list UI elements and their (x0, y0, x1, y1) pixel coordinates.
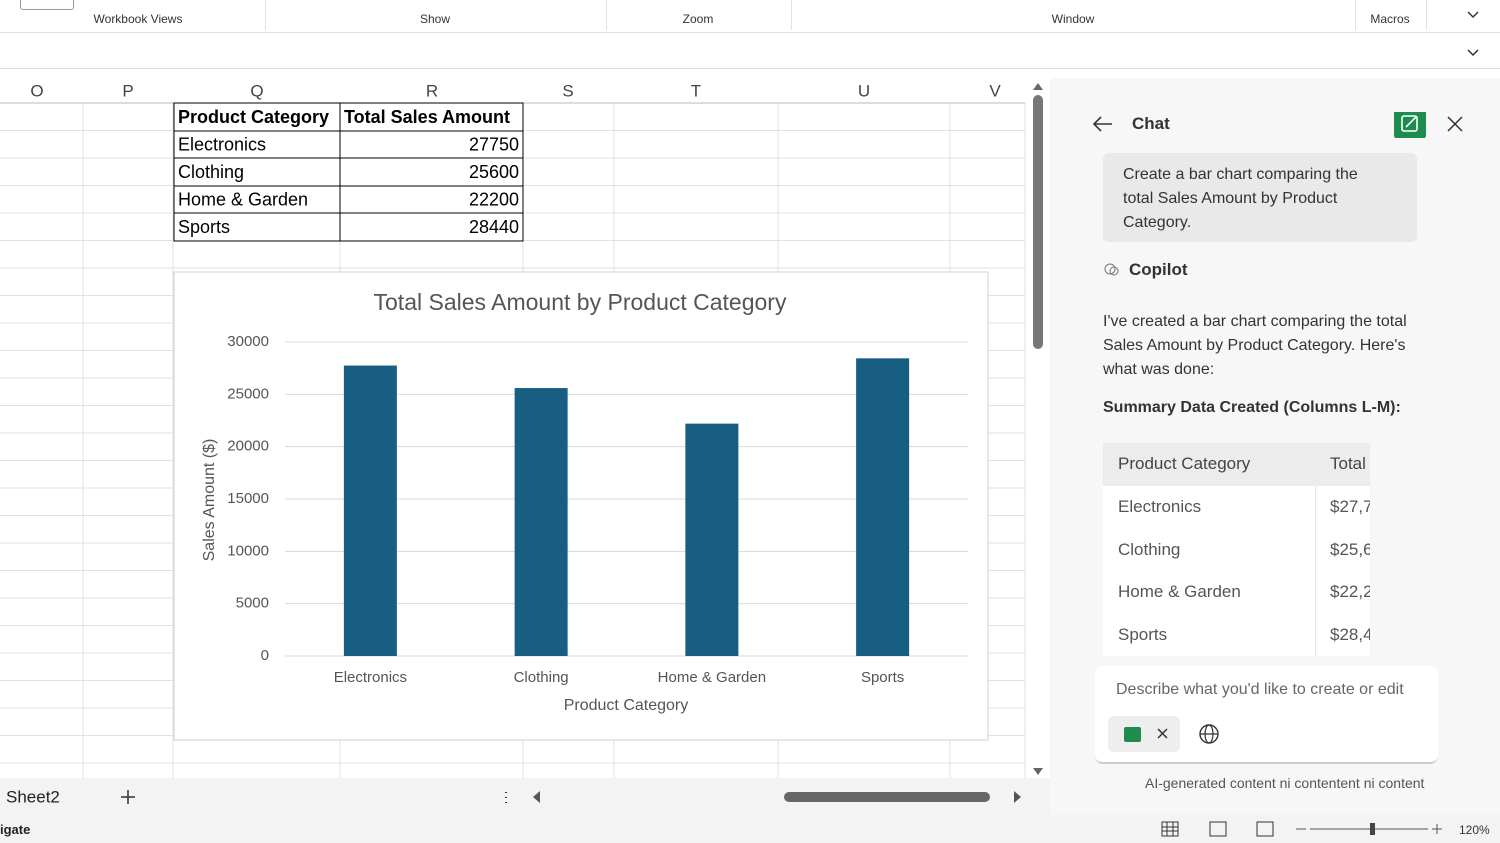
table-value: 22200 (469, 189, 519, 209)
attachment-chip (1108, 716, 1180, 752)
table-value: 27750 (469, 134, 519, 154)
bar (515, 388, 568, 656)
input-placeholder: Describe what you'd like to create or ed… (1116, 678, 1404, 702)
y-axis-title: Sales Amount ($) (201, 439, 218, 562)
column-header: V (989, 81, 1001, 100)
table-value: 28440 (469, 217, 519, 237)
chart-title: Total Sales Amount by Product Category (374, 289, 787, 315)
chat-table-divider (1315, 486, 1316, 656)
status-left: igate (0, 822, 30, 837)
column-header: S (562, 81, 573, 100)
table-header: Product Category (178, 107, 329, 127)
normal-view[interactable] (1162, 822, 1178, 836)
y-tick-label: 25000 (227, 385, 269, 402)
chat-table-cell: Sports (1118, 625, 1167, 645)
y-tick-label: 5000 (236, 595, 269, 612)
table-value: 25600 (469, 162, 519, 182)
chat-table-cell: $25,6 (1330, 540, 1370, 560)
chat-table: Product Category Total Electronics $27,7 Clo… (1103, 443, 1370, 656)
chat-table-header: Product Category (1118, 454, 1250, 474)
ribbon-separator (606, 0, 607, 30)
chat-footer: AI-generated content ni contentent ni co… (1145, 771, 1424, 795)
assistant-reply: I've created a bar chart comparing the t… (1103, 310, 1408, 382)
bar (344, 366, 397, 656)
ribbon-group-label: Zoom (618, 12, 778, 26)
chat-table-cell: $28,4 (1330, 625, 1370, 645)
chat-table-cell: $27,7 (1330, 497, 1370, 517)
page-break-view[interactable] (1257, 822, 1273, 836)
status-controls (1150, 818, 1450, 842)
x-tick-label: Home & Garden (658, 669, 766, 686)
sheet: O P Q R S T U V Product Category Total Sales Amou… (0, 70, 1050, 815)
ribbon-group-label: Show (355, 12, 515, 26)
ribbon-group-label: Window (993, 12, 1153, 26)
y-tick-label: 0 (261, 647, 269, 664)
ribbon-button[interactable] (20, 0, 74, 10)
column-header: O (30, 81, 43, 100)
table-header: Total Sales Amount (344, 107, 510, 127)
table-category: Electronics (178, 134, 266, 154)
y-tick-label: 30000 (227, 333, 269, 350)
horizontal-scrollbar[interactable] (784, 792, 990, 802)
back-icon[interactable] (1094, 117, 1112, 131)
collapse-icons[interactable] (1464, 8, 1484, 68)
y-tick-label: 15000 (227, 490, 269, 507)
assistant-name: Copilot (1129, 258, 1188, 282)
y-tick-label: 20000 (227, 438, 269, 455)
column-header: Q (250, 81, 263, 100)
vertical-scrollbar[interactable] (1033, 95, 1043, 349)
summary-heading: Summary Data Created (Columns L-M): (1103, 396, 1401, 420)
table-category: Sports (178, 217, 230, 237)
input-tools (1108, 716, 1228, 752)
zoom-level: 120% (1459, 823, 1490, 837)
ribbon-separator (1355, 0, 1356, 30)
ribbon-separator (1426, 0, 1427, 30)
ribbon-separator (791, 0, 792, 30)
x-tick-label: Electronics (334, 669, 407, 686)
formula-bar[interactable] (0, 40, 1500, 69)
x-tick-label: Clothing (514, 669, 569, 686)
chat-table-cell: Electronics (1118, 497, 1201, 517)
sheet-tab[interactable]: Sheet2 (6, 787, 60, 806)
table-category: Home & Garden (178, 189, 308, 209)
close-icon[interactable] (1448, 117, 1462, 131)
chat-table-cell: $22,2 (1330, 582, 1370, 602)
page-layout-view[interactable] (1210, 822, 1226, 836)
x-tick-label: Sports (861, 669, 904, 686)
chat-table-cell: Clothing (1118, 540, 1180, 560)
chat-title: Chat (1132, 112, 1170, 136)
chat-table-header: Total (1330, 454, 1366, 474)
zoom-slider[interactable] (1370, 823, 1375, 835)
chat-table-cell: Home & Garden (1118, 582, 1241, 602)
column-header: T (691, 81, 701, 100)
x-axis-title: Product Category (564, 697, 689, 714)
column-header: P (122, 81, 133, 100)
table-category: Clothing (178, 162, 244, 182)
ribbon-group-label: Macros (1310, 12, 1470, 26)
copilot-icon (1103, 262, 1121, 280)
user-message: Create a bar chart comparing the total S… (1123, 163, 1383, 235)
y-tick-label: 10000 (227, 542, 269, 559)
ribbon-separator (265, 0, 266, 30)
column-header: R (426, 81, 438, 100)
bar (856, 358, 909, 656)
ribbon-group-label: Workbook Views (58, 12, 218, 26)
column-header-bar (0, 78, 1025, 103)
bar (685, 424, 738, 656)
column-header: U (858, 81, 870, 100)
